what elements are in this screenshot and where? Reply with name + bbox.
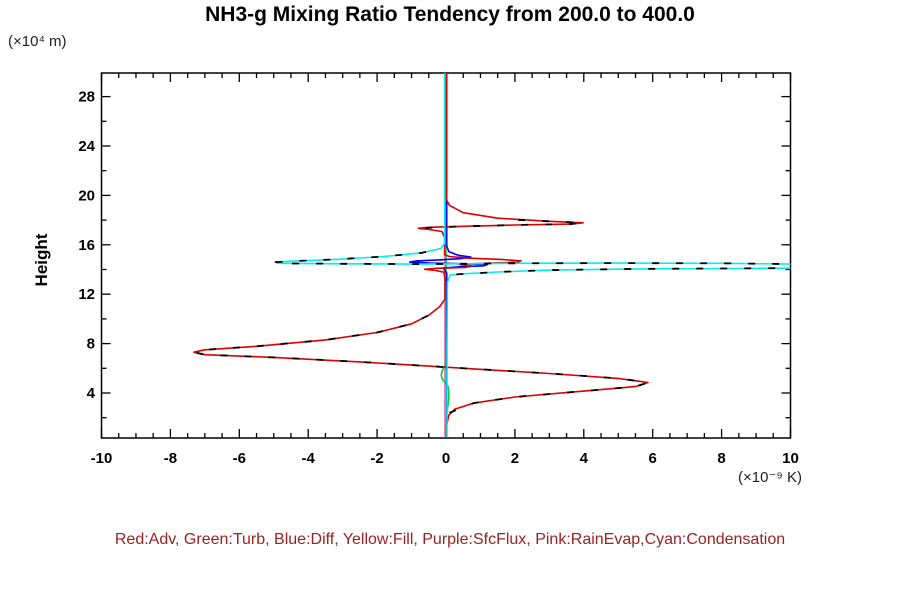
x-tick-label: 4 bbox=[580, 450, 589, 467]
x-tick-label: 10 bbox=[782, 450, 799, 467]
legend-caption: Red:Adv, Green:Turb, Blue:Diff, Yellow:F… bbox=[114, 531, 786, 548]
x-tick-label: 8 bbox=[717, 450, 725, 467]
x-tick-label: -6 bbox=[233, 450, 246, 467]
y-tick-label: 28 bbox=[78, 89, 95, 106]
x-axis-unit-label: (×10⁻⁹ K) bbox=[738, 469, 802, 486]
y-axis-unit-label: (×10⁴ m) bbox=[8, 33, 67, 50]
y-tick-label: 4 bbox=[87, 385, 96, 402]
y-tick-label: 16 bbox=[78, 237, 95, 254]
series-Total-mid bbox=[274, 247, 791, 276]
x-tick-label: -10 bbox=[91, 450, 113, 467]
x-tick-label: 6 bbox=[649, 450, 657, 467]
x-tick-label: -2 bbox=[370, 450, 383, 467]
series-Total-upper bbox=[425, 218, 584, 229]
x-tick-label: -8 bbox=[164, 450, 177, 467]
y-tick-label: 24 bbox=[78, 138, 95, 155]
series-Condensation bbox=[274, 73, 791, 438]
y-tick-label: 8 bbox=[87, 336, 95, 353]
x-tick-label: 0 bbox=[442, 450, 450, 467]
y-tick-label: 20 bbox=[78, 187, 95, 204]
y-tick-label: 12 bbox=[78, 286, 95, 303]
chart-title: NH3-g Mixing Ratio Tendency from 200.0 t… bbox=[205, 3, 695, 26]
series-Diff bbox=[408, 73, 489, 438]
series-Adv bbox=[193, 73, 649, 438]
x-tick-label: -4 bbox=[302, 450, 316, 467]
series-Total-lower bbox=[193, 305, 650, 414]
x-tick-label: 2 bbox=[511, 450, 519, 467]
